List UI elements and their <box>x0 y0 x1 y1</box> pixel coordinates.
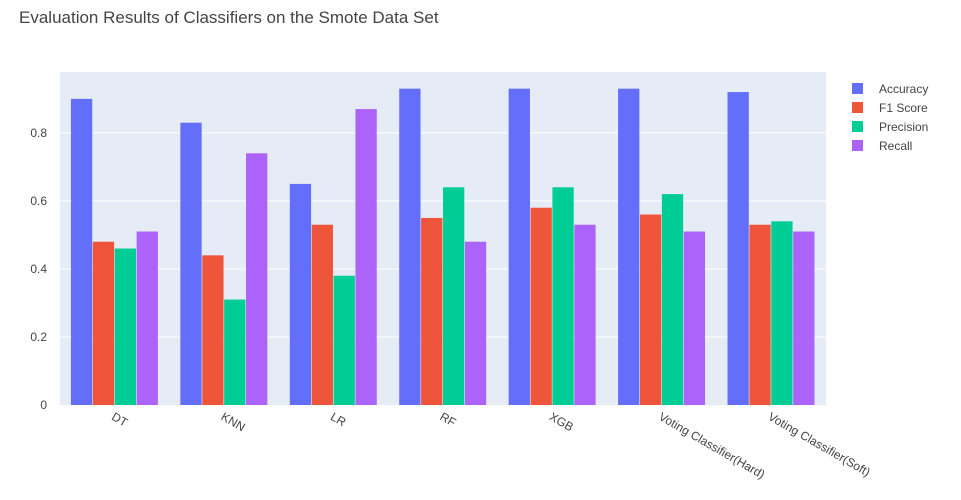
legend[interactable]: Accuracy F1 Score Precision Recall <box>852 82 928 153</box>
legend-label: Precision <box>879 120 928 134</box>
x-axis-ticks: DT KNN LR RF XGB Voting Classifier(Hard)Votin… <box>109 409 873 481</box>
legend-swatch <box>852 121 863 132</box>
x-tick-label: Voting Classifier(Soft) <box>766 409 873 479</box>
bar-precision-lr <box>333 275 355 405</box>
bar-accuracy-voting-classifier-hard- <box>618 88 640 406</box>
x-tick-label: LR <box>328 409 349 429</box>
bar-recall-dt <box>136 231 158 405</box>
bars <box>70 88 815 406</box>
legend-label: Accuracy <box>879 82 928 96</box>
bar-precision-knn <box>224 299 246 405</box>
bar-accuracy-lr <box>289 183 312 405</box>
legend-item-recall[interactable]: Recall <box>852 139 912 153</box>
bar-f1-score-lr <box>311 224 333 405</box>
legend-swatch <box>852 102 863 113</box>
bar-f1-score-voting-classifier-soft- <box>749 224 771 405</box>
x-tick-label: KNN <box>219 409 248 434</box>
y-tick-label: 0.2 <box>30 330 47 344</box>
bar-precision-rf <box>443 187 465 405</box>
y-tick-label: 0.4 <box>30 262 47 276</box>
bar-f1-score-dt <box>92 241 115 405</box>
bar-precision-dt <box>114 248 136 405</box>
bar-precision-voting-classifier-hard- <box>661 194 684 405</box>
bar-precision-voting-classifier-soft- <box>771 221 793 405</box>
legend-item-f1-score[interactable]: F1 Score <box>852 101 928 115</box>
bar-accuracy-dt <box>70 98 93 405</box>
bar-accuracy-voting-classifier-soft- <box>727 92 749 406</box>
x-tick-label: XGB <box>547 409 576 434</box>
bar-recall-knn <box>246 153 268 405</box>
legend-swatch <box>852 83 863 94</box>
y-axis-ticks: 0 0.2 0.4 0.6 0.8 <box>30 126 47 412</box>
bar-accuracy-xgb <box>508 88 530 406</box>
x-tick-label: Voting Classifier(Hard) <box>656 409 767 481</box>
y-tick-label: 0.8 <box>30 126 47 140</box>
y-tick-label: 0 <box>40 398 47 412</box>
legend-swatch <box>852 140 863 151</box>
bar-recall-lr <box>355 109 377 405</box>
x-tick-label: RF <box>438 409 459 429</box>
x-tick-label: DT <box>109 409 130 429</box>
bar-f1-score-knn <box>202 255 224 405</box>
bar-f1-score-voting-classifier-hard- <box>639 214 662 405</box>
legend-label: F1 Score <box>879 101 928 115</box>
legend-item-accuracy[interactable]: Accuracy <box>852 82 928 96</box>
bar-accuracy-knn <box>180 122 202 405</box>
bar-recall-xgb <box>574 224 596 405</box>
y-tick-label: 0.6 <box>30 194 47 208</box>
bar-accuracy-rf <box>399 88 421 406</box>
legend-item-precision[interactable]: Precision <box>852 120 928 134</box>
bar-f1-score-xgb <box>530 207 552 405</box>
bar-precision-xgb <box>552 187 574 405</box>
legend-label: Recall <box>879 139 912 153</box>
bar-recall-voting-classifier-hard- <box>683 231 706 405</box>
chart-title: Evaluation Results of Classifiers on the… <box>19 8 439 27</box>
bar-f1-score-rf <box>421 217 443 405</box>
bar-recall-rf <box>464 241 487 405</box>
bar-recall-voting-classifier-soft- <box>793 231 815 405</box>
